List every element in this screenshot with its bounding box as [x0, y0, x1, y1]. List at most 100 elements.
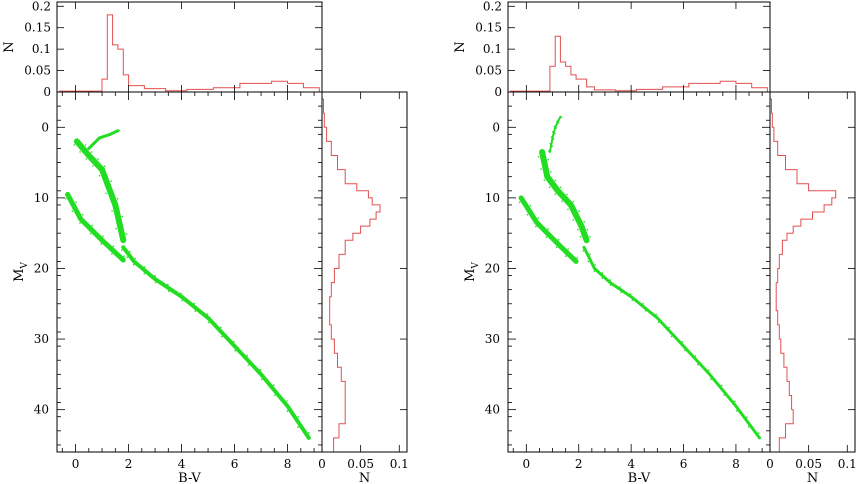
point: [112, 132, 114, 134]
top-histogram-frame: [507, 1, 771, 93]
top-hist-tick-label: 0.1: [483, 42, 502, 56]
point: [578, 210, 580, 212]
x-tick-label: 0: [72, 457, 80, 471]
point: [123, 255, 125, 257]
point: [286, 400, 288, 402]
point: [167, 283, 169, 286]
sequence-4: [87, 129, 120, 150]
point: [121, 215, 124, 218]
point: [694, 355, 697, 357]
sequence-2: [121, 245, 311, 440]
point: [207, 321, 210, 324]
x-tick-label: 4: [178, 457, 186, 471]
x-axis-label: B-V: [628, 471, 651, 484]
point: [572, 219, 574, 221]
point: [601, 272, 604, 274]
point: [94, 142, 96, 145]
y-tick-label: 30: [485, 332, 500, 346]
point: [518, 201, 521, 204]
point: [547, 158, 549, 161]
sequence-1: [539, 149, 590, 244]
point: [297, 416, 300, 418]
x-tick-label: 6: [231, 457, 239, 471]
y-tick-label: 20: [34, 261, 49, 275]
point: [75, 201, 77, 203]
sequence-2: [582, 245, 761, 440]
point: [181, 299, 183, 302]
point: [564, 255, 567, 257]
y-axis-label-subscript: V: [20, 262, 30, 270]
point: [586, 228, 589, 231]
point: [537, 217, 540, 219]
top-histogram-frame: [56, 1, 323, 93]
top-hist-ylabel: N: [453, 41, 468, 52]
top-hist-tick-label: 0.05: [475, 64, 502, 78]
point: [644, 310, 647, 312]
y-axis-label-subscript: V: [471, 262, 481, 270]
point: [91, 224, 94, 227]
point: [560, 116, 562, 119]
point: [168, 290, 170, 293]
point: [297, 426, 299, 428]
point: [98, 174, 101, 177]
point: [79, 151, 81, 153]
point: [554, 193, 556, 196]
point: [720, 384, 723, 387]
point: [629, 293, 632, 295]
point: [89, 232, 92, 235]
point: [154, 274, 156, 277]
point: [526, 213, 529, 216]
y-axis-label: MV: [463, 262, 481, 282]
point: [104, 134, 107, 137]
x-tick-label: 8: [284, 457, 292, 471]
side-histogram: [322, 98, 381, 453]
point: [180, 292, 182, 295]
point: [206, 313, 209, 315]
point: [529, 204, 532, 207]
side-hist-tick-label: 0: [766, 457, 774, 471]
x-tick-label: 6: [680, 457, 688, 471]
point: [556, 120, 558, 122]
point: [619, 286, 621, 288]
point: [273, 384, 275, 386]
point: [572, 200, 575, 203]
point: [92, 141, 95, 144]
y-tick-label: 0: [492, 120, 500, 134]
point: [92, 165, 94, 167]
point: [103, 135, 105, 138]
y-tick-label: 10: [485, 191, 500, 205]
point: [601, 277, 603, 279]
side-hist-tick-label: 0.1: [838, 457, 857, 471]
point: [134, 257, 137, 260]
point: [557, 122, 560, 124]
point: [102, 235, 104, 237]
point: [132, 263, 135, 266]
point: [143, 272, 146, 275]
point: [655, 313, 657, 316]
point: [126, 256, 128, 259]
point: [593, 270, 596, 272]
side-histogram: [770, 98, 837, 453]
point: [108, 134, 110, 136]
point: [79, 222, 81, 224]
point: [99, 137, 101, 140]
point: [567, 248, 569, 250]
x-tick-label: 0: [523, 457, 531, 471]
point: [259, 368, 262, 371]
point: [566, 193, 568, 196]
side-hist-tick-label: 0.05: [795, 457, 822, 471]
point: [668, 326, 671, 329]
point: [194, 310, 197, 312]
cmd-points: [518, 115, 761, 440]
top-hist-tick-label: 0.15: [24, 21, 51, 35]
point: [308, 432, 310, 434]
point: [670, 335, 673, 338]
point: [723, 394, 725, 396]
point: [114, 131, 116, 133]
point: [112, 245, 115, 247]
point: [71, 210, 74, 212]
point: [583, 221, 586, 223]
point: [582, 250, 584, 252]
point: [609, 284, 612, 287]
x-tick-label: 2: [575, 457, 583, 471]
